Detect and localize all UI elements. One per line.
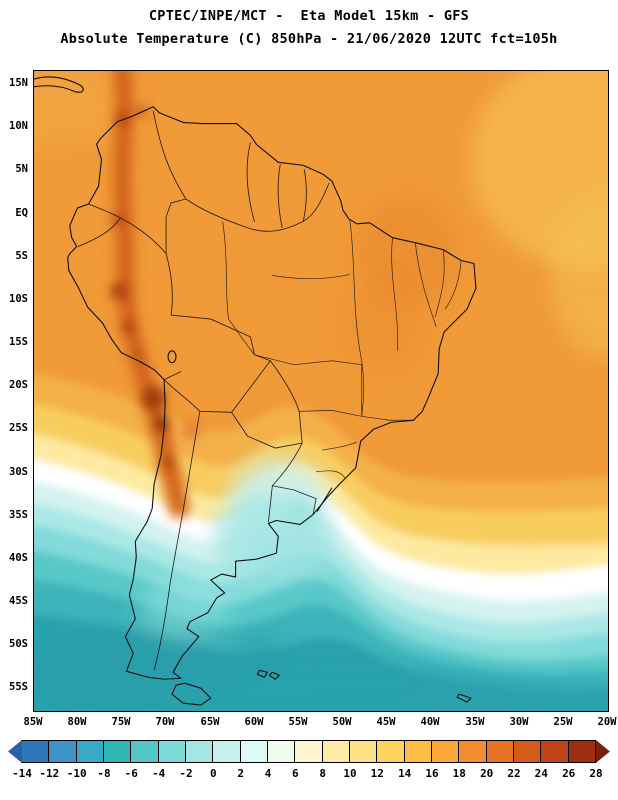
colorbar-tick-24: 24 — [534, 767, 548, 780]
lat-label-15S: 15S — [9, 336, 28, 348]
state-borders — [222, 219, 462, 479]
colorbar-cell — [403, 740, 432, 763]
lat-label-20S: 20S — [9, 379, 28, 391]
colorbar-arrow-low — [8, 740, 22, 763]
colorbar-cell — [184, 740, 214, 763]
lat-label-5N: 5N — [15, 163, 28, 175]
temperature-anomaly-patches — [34, 71, 608, 711]
colorbar-tick--4: -4 — [152, 767, 166, 780]
colorbar-tick-labels: -14 -12 -10 -8 -6 -4 -2 0 2 4 6 8 10 12 14 16 18 20 22 24 26… — [8, 767, 610, 782]
lon-label-25W: 25W — [553, 716, 573, 728]
colorbar-cell — [130, 740, 159, 763]
colorbar-tick-14: 14 — [398, 767, 412, 780]
lon-label-35W: 35W — [465, 716, 485, 728]
lat-label-10S: 10S — [9, 293, 28, 305]
colorbar-tick-18: 18 — [452, 767, 466, 780]
south-georgia-island — [456, 693, 472, 703]
colorbar-cell — [376, 740, 405, 763]
coastline — [34, 76, 477, 706]
colorbar-tick-12: 12 — [370, 767, 384, 780]
colorbar-tick-0: 0 — [209, 767, 217, 780]
colorbar-cell — [485, 740, 514, 763]
colorbar-tick-10: 10 — [343, 767, 357, 780]
colorbar-arrow-high — [595, 740, 610, 763]
lat-label-30S: 30S — [9, 466, 28, 478]
colorbar-tick--8: -8 — [97, 767, 111, 780]
lat-label-40S: 40S — [9, 552, 28, 564]
colorbar-cell — [266, 740, 296, 763]
lat-label-35S: 35S — [9, 509, 28, 521]
lon-label-85W: 85W — [23, 716, 43, 728]
colorbar-cell — [48, 740, 77, 763]
colorbar-cell — [75, 740, 104, 763]
lon-label-20W: 20W — [597, 716, 617, 728]
lon-label-75W: 75W — [111, 716, 131, 728]
colorbar-tick-6: 6 — [291, 767, 299, 780]
lake-titicaca — [167, 350, 177, 364]
temperature-colorbar — [8, 740, 610, 763]
country-borders — [77, 110, 330, 671]
lat-label-EQ: EQ — [15, 207, 28, 219]
colorbar-cell — [294, 740, 323, 763]
andes-warm-band — [109, 71, 201, 520]
map-frame — [33, 70, 609, 712]
colorbar-tick-16: 16 — [425, 767, 439, 780]
colorbar-cell — [102, 740, 132, 763]
lat-label-25S: 25S — [9, 422, 28, 434]
colorbar-cell — [458, 740, 487, 763]
lon-label-40W: 40W — [420, 716, 440, 728]
colorbar-tick--2: -2 — [179, 767, 193, 780]
colorbar-cell — [567, 740, 596, 763]
colorbar-tick-20: 20 — [480, 767, 494, 780]
lat-label-55S: 55S — [9, 681, 28, 693]
colorbar-tick-22: 22 — [507, 767, 521, 780]
lon-label-65W: 65W — [200, 716, 220, 728]
latitude-axis: 15N 10N 5N EQ 5S 10S 15S 20S 25S 30S 35S 40S 45S 50S 5… — [0, 70, 31, 712]
colorbar-cell — [21, 740, 50, 763]
lon-label-50W: 50W — [332, 716, 352, 728]
colorbar-cell — [430, 740, 460, 763]
longitude-axis: 85W 80W 75W 70W 65W 60W 55W 50W 45W 40W 35W 30W 25W 2… — [24, 716, 617, 730]
colorbar-tick--10: -10 — [66, 767, 87, 780]
colorbar-cell — [157, 740, 186, 763]
tierra-del-fuego — [171, 682, 212, 706]
lat-label-50S: 50S — [9, 638, 28, 650]
colorbar-cell — [512, 740, 542, 763]
map-canvas — [34, 71, 608, 711]
colorbar-cell — [239, 740, 268, 763]
colorbar-tick-2: 2 — [237, 767, 244, 780]
colorbar-tick--12: -12 — [39, 767, 60, 780]
colorbar-tick-28: 28 — [589, 767, 603, 780]
colorbar-tick-4: 4 — [264, 767, 272, 780]
lat-label-45S: 45S — [9, 595, 28, 607]
colorbar-tick-8: 8 — [319, 767, 326, 780]
colorbar-cell — [321, 740, 350, 763]
lat-label-5S: 5S — [15, 250, 28, 262]
south-america-coastline — [67, 106, 477, 680]
colorbar-tick--6: -6 — [124, 767, 138, 780]
colorbar-tick-26: 26 — [562, 767, 576, 780]
lon-label-45W: 45W — [376, 716, 396, 728]
lon-label-55W: 55W — [288, 716, 308, 728]
lat-label-10N: 10N — [9, 120, 28, 132]
panama-sliver — [34, 76, 84, 93]
colorbar-tick--14: -14 — [12, 767, 32, 780]
lat-label-15N: 15N — [9, 77, 28, 89]
colorbar-cell — [348, 740, 378, 763]
patos-lagoon — [316, 487, 333, 512]
lon-label-80W: 80W — [67, 716, 87, 728]
chart-subtitle: Absolute Temperature (C) 850hPa - 21/06/… — [60, 31, 558, 47]
chart-title: CPTEC/INPE/MCT - Eta Model 15km - GFS — [148, 8, 470, 24]
lon-label-30W: 30W — [509, 716, 529, 728]
falkland-islands — [256, 669, 280, 680]
lon-label-60W: 60W — [244, 716, 264, 728]
colorbar-cell — [540, 740, 569, 763]
colorbar-cell — [212, 740, 241, 763]
lon-label-70W: 70W — [155, 716, 175, 728]
